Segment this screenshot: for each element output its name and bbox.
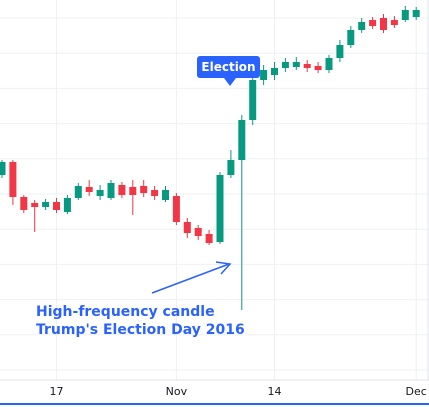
candle-body — [140, 186, 148, 193]
candle-body — [216, 175, 224, 242]
candle-body — [74, 186, 82, 198]
candle-body — [107, 183, 115, 198]
candle-body — [292, 62, 300, 67]
candle-body — [85, 187, 93, 192]
candle-body — [205, 234, 213, 243]
arrow-head — [215, 261, 232, 275]
candle-body — [9, 162, 17, 197]
note-line: High-frequency candle — [36, 304, 215, 320]
candle-body — [358, 22, 366, 30]
candle-body — [118, 185, 126, 195]
badge-pointer — [224, 78, 236, 86]
x-tick-label: Dec — [406, 385, 427, 398]
candles — [0, 6, 420, 310]
candle-body — [380, 18, 387, 30]
candle-body — [271, 68, 278, 75]
candle-body — [401, 10, 409, 20]
candle-body — [325, 58, 333, 70]
x-tick-label: 17 — [50, 385, 64, 398]
candle-body — [42, 202, 50, 207]
candle-body — [172, 196, 180, 222]
candle-body — [249, 80, 257, 120]
badge-text: Election — [201, 60, 255, 74]
candle-body — [63, 198, 71, 212]
candle-body — [162, 190, 169, 200]
arrow — [151, 261, 232, 294]
candle-body — [0, 162, 6, 175]
x-tick-label: Nov — [166, 385, 188, 398]
candle-body — [369, 20, 377, 26]
election-badge: Election — [197, 56, 260, 86]
candle-body — [183, 222, 191, 233]
note-line: Trump's Election Day 2016 — [36, 322, 245, 338]
candle-body — [20, 197, 28, 210]
candle-body — [314, 66, 322, 70]
candle-body — [390, 20, 398, 25]
candle-body — [31, 203, 39, 207]
candle-body — [238, 120, 246, 160]
candle-body — [260, 70, 268, 80]
candle-body — [227, 160, 235, 175]
arrow-shaft — [151, 263, 230, 294]
candle-body — [347, 30, 355, 45]
candle-body — [129, 187, 137, 195]
candle-body — [96, 190, 104, 196]
candle-body — [281, 62, 289, 68]
candle-body — [53, 202, 60, 210]
candle-body — [336, 45, 344, 58]
candle-body — [151, 190, 159, 196]
candle-body — [412, 10, 420, 17]
candle-body — [303, 64, 311, 68]
badge-box — [197, 56, 260, 78]
grid — [0, 0, 428, 380]
x-tick-label: 14 — [268, 385, 282, 398]
candle-body — [194, 228, 202, 236]
